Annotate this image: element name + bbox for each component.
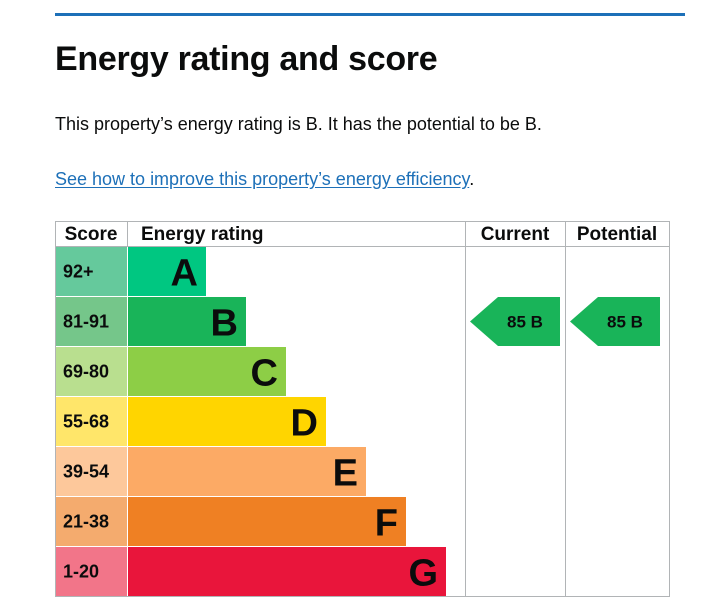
top-rule: [55, 13, 685, 16]
score-range-d: 55-68: [63, 412, 109, 432]
chart-grid: [55, 221, 670, 597]
score-range-e: 39-54: [63, 462, 109, 482]
score-cell-e: [56, 447, 127, 496]
rating-bands: 92+ A 81-91 B 69-80 C 55-68 D 39-54 E 21-38 F 1-20 G: [56, 247, 446, 596]
score-cell-f: [56, 497, 127, 546]
score-range-g: 1-20: [63, 562, 99, 582]
rating-bar-c: [128, 347, 286, 396]
score-range-b: 81-91: [63, 312, 109, 332]
rating-letter-b: B: [211, 303, 238, 345]
rating-letter-a: A: [171, 253, 198, 295]
header-potential: Potential: [577, 224, 657, 245]
header-current: Current: [481, 224, 550, 245]
score-range-a: 92+: [63, 262, 94, 282]
rating-letter-d: D: [291, 403, 318, 445]
header-score: Score: [65, 224, 118, 245]
rating-bar-a: [128, 247, 206, 296]
rating-letter-g: G: [408, 553, 438, 595]
score-cell-g: [56, 547, 127, 596]
score-cell-a: [56, 247, 127, 296]
rating-bar-d: [128, 397, 326, 446]
potential-rating-label: 85 B: [607, 313, 643, 332]
potential-arrow: [570, 297, 660, 346]
score-cell-d: [56, 397, 127, 446]
improve-suffix: .: [469, 169, 475, 189]
rating-bar-e: [128, 447, 366, 496]
current-arrow: [470, 297, 560, 346]
current-rating-label: 85 B: [507, 313, 543, 332]
score-range-f: 21-38: [63, 512, 109, 532]
rating-letter-c: C: [251, 353, 278, 395]
rating-summary: This property’s energy rating is B. It h…: [55, 114, 542, 134]
rating-bar-g: [128, 547, 446, 596]
rating-letter-f: F: [375, 503, 398, 545]
score-range-c: 69-80: [63, 362, 109, 382]
page-title: Energy rating and score: [55, 40, 438, 78]
chart-headers: Score Energy rating Current Potential: [65, 224, 658, 245]
improve-paragraph: See how to improve this property’s energ…: [55, 169, 474, 190]
score-cell-c: [56, 347, 127, 396]
rating-bar-b: [128, 297, 246, 346]
chart-border: [55, 221, 670, 597]
improve-efficiency-link[interactable]: See how to improve this property’s energ…: [55, 169, 470, 189]
rating-letter-e: E: [333, 453, 358, 495]
header-energy-rating: Energy rating: [141, 224, 263, 245]
rating-arrows: 85 B 85 B: [470, 297, 660, 346]
score-cell-b: [56, 297, 127, 346]
rating-bar-f: [128, 497, 406, 546]
